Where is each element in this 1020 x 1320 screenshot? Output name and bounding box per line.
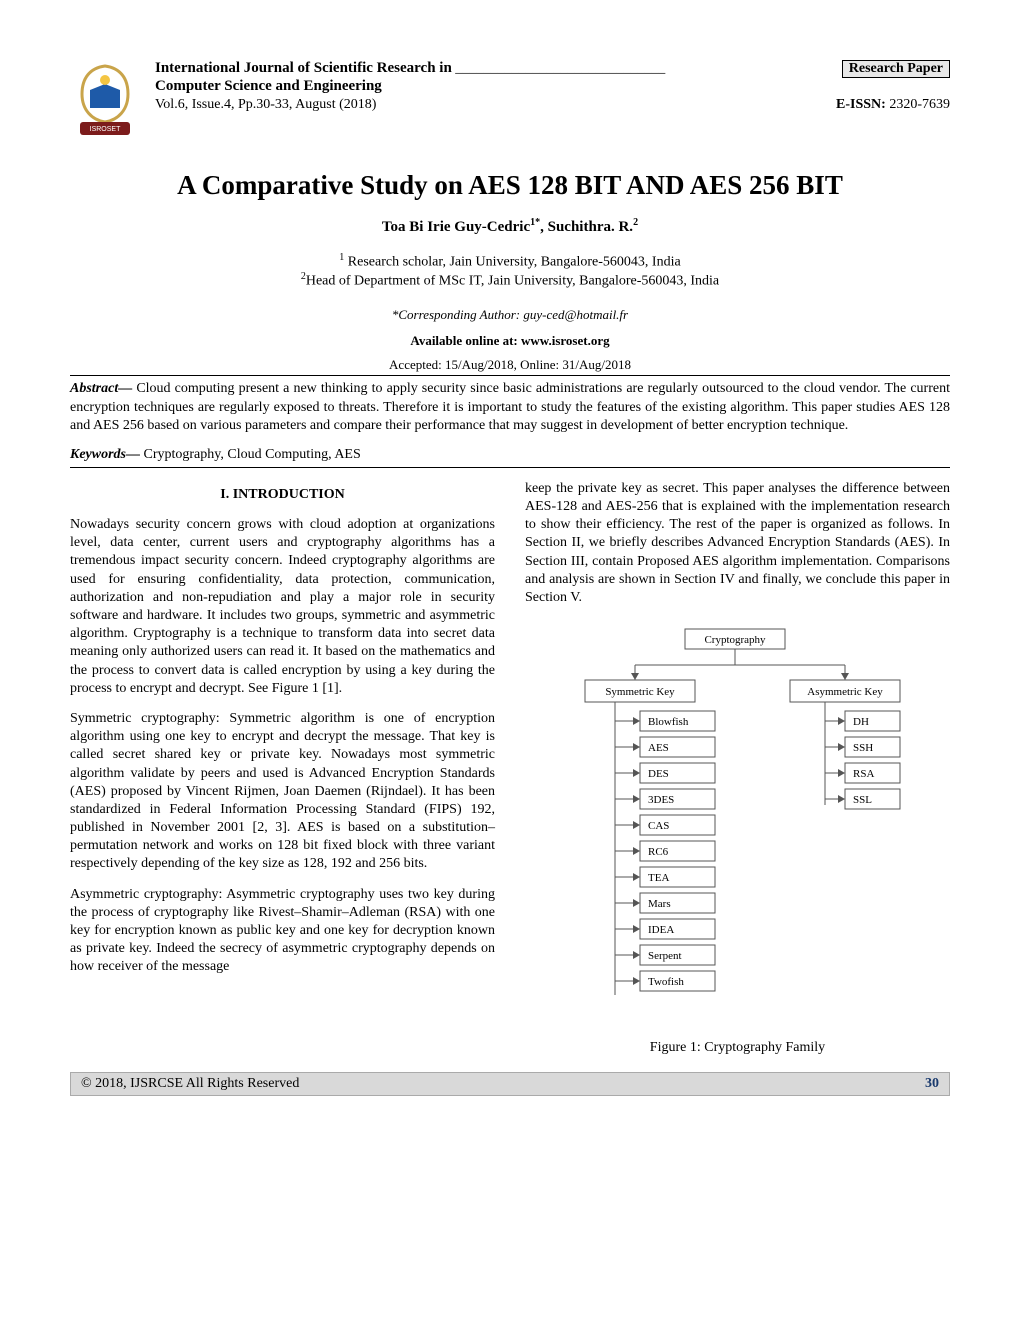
svg-text:RC6: RC6 <box>648 846 669 858</box>
svg-text:TEA: TEA <box>648 872 669 884</box>
svg-text:Asymmetric Key: Asymmetric Key <box>807 686 883 698</box>
svg-text:DES: DES <box>648 768 669 780</box>
svg-text:SSH: SSH <box>853 742 873 754</box>
svg-text:Blowfish: Blowfish <box>648 716 689 728</box>
abstract-block: Abstract— Cloud computing present a new … <box>70 380 950 435</box>
corresponding-author: *Corresponding Author: guy-ced@hotmail.f… <box>70 307 950 323</box>
cryptography-diagram: Cryptography Symmetric Key Asymmetric Ke… <box>545 625 950 1011</box>
journal-logo: ISROSET <box>70 60 140 140</box>
affiliation-1: 1 Research scholar, Jain University, Ban… <box>70 252 950 271</box>
intro-paragraph-1: Nowadays security concern grows with clo… <box>70 516 495 698</box>
keywords-block: Keywords— Cryptography, Cloud Computing,… <box>70 447 950 468</box>
paper-header: ISROSET International Journal of Scienti… <box>70 60 950 140</box>
abstract-label: Abstract— <box>70 381 132 396</box>
affiliation-2: 2Head of Department of MSc IT, Jain Univ… <box>70 271 950 290</box>
svg-text:IDEA: IDEA <box>648 924 674 936</box>
header-underline: ______________________________ <box>455 61 665 76</box>
column-left: I. INTRODUCTION Nowadays security concer… <box>70 480 495 1058</box>
column-right: keep the private key as secret. This pap… <box>525 480 950 1058</box>
volume-issue: Vol.6, Issue.4, Pp.30-33, August (2018) <box>155 97 376 113</box>
svg-text:AES: AES <box>648 742 669 754</box>
accepted-online-dates: Accepted: 15/Aug/2018, Online: 31/Aug/20… <box>70 357 950 376</box>
svg-text:ISROSET: ISROSET <box>90 126 121 133</box>
abstract-text: Cloud computing present a new thinking t… <box>70 381 950 432</box>
svg-text:Cryptography: Cryptography <box>704 634 766 646</box>
eissn: E-ISSN: 2320-7639 <box>836 97 950 113</box>
page-number: 30 <box>925 1076 939 1092</box>
authors-line: Toa Bi Irie Guy-Cedric1*, Suchithra. R.2 <box>70 217 950 236</box>
paper-title: A Comparative Study on AES 128 BIT AND A… <box>70 170 950 201</box>
svg-text:DH: DH <box>853 716 869 728</box>
svg-text:SSL: SSL <box>853 794 872 806</box>
svg-text:Symmetric Key: Symmetric Key <box>605 686 675 698</box>
intro-paragraph-4: keep the private key as secret. This pap… <box>525 480 950 607</box>
svg-text:RSA: RSA <box>853 768 874 780</box>
copyright-text: © 2018, IJSRCSE All Rights Reserved <box>81 1076 299 1092</box>
svg-text:CAS: CAS <box>648 820 669 832</box>
body-columns: I. INTRODUCTION Nowadays security concer… <box>70 480 950 1058</box>
svg-text:Mars: Mars <box>648 898 671 910</box>
figure-1-caption: Figure 1: Cryptography Family <box>525 1039 950 1057</box>
journal-field: Computer Science and Engineering <box>155 78 950 95</box>
journal-name: International Journal of Scientific Rese… <box>155 60 665 77</box>
svg-text:3DES: 3DES <box>648 794 674 806</box>
keywords-text: Cryptography, Cloud Computing, AES <box>140 447 361 462</box>
available-online: Available online at: www.isroset.org <box>70 333 950 349</box>
intro-paragraph-2: Symmetric cryptography: Symmetric algori… <box>70 710 495 874</box>
intro-paragraph-3: Asymmetric cryptography: Asymmetric cryp… <box>70 886 495 977</box>
svg-text:Twofish: Twofish <box>648 976 684 988</box>
header-text-block: International Journal of Scientific Rese… <box>155 60 950 113</box>
paper-type-badge: Research Paper <box>842 60 950 78</box>
keywords-label: Keywords— <box>70 447 140 462</box>
page-footer: © 2018, IJSRCSE All Rights Reserved 30 <box>70 1072 950 1096</box>
svg-text:Serpent: Serpent <box>648 950 682 962</box>
section-1-heading: I. INTRODUCTION <box>70 486 495 504</box>
